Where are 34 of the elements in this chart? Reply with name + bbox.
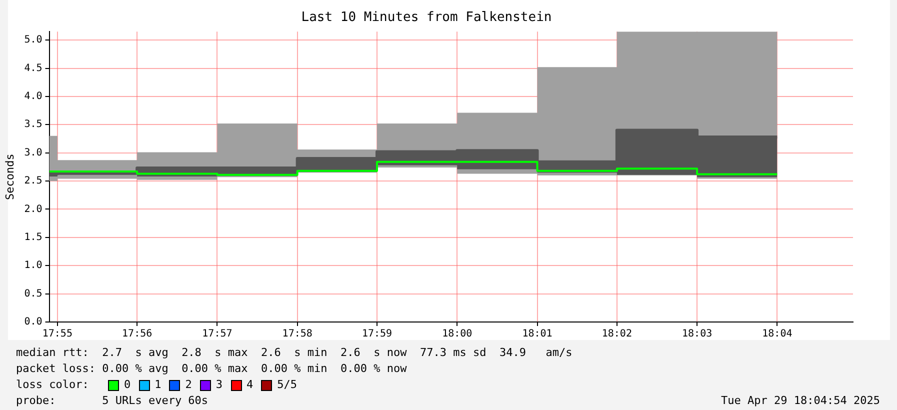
x-tick-label: 18:00: [442, 328, 472, 340]
y-tick-label: 4.5: [24, 62, 42, 74]
y-tick-label: 1.5: [24, 232, 42, 244]
text: 4: [246, 377, 254, 393]
text: loss color:: [16, 377, 90, 393]
x-tick-label: 18:04: [762, 328, 792, 340]
y-tick-label: 1.0: [24, 260, 42, 272]
x-tick-label: 18:01: [522, 328, 552, 340]
x-tick-label: 17:55: [42, 328, 72, 340]
text: 2: [185, 377, 192, 393]
y-tick-label: 0.0: [24, 316, 42, 328]
text: median rtt: 2.7 s avg 2.8 s max 2.6 s min 2.6 s now 77.3 ms sd 34.9 am/s: [16, 345, 574, 361]
y-tick-label: 3.0: [24, 147, 42, 158]
x-tick-label: 17:59: [362, 328, 392, 340]
y-tick-label: 2.0: [24, 204, 42, 215]
y-tick-label: 3.5: [24, 119, 42, 130]
text: 3: [216, 377, 222, 393]
y-tick-label: 5.0: [24, 34, 42, 46]
y-axis-title: Seconds: [3, 154, 16, 200]
x-tick-label: 18:02: [602, 328, 632, 340]
x-tick-label: 17:57: [202, 328, 232, 340]
x-tick-label: 18:03: [682, 328, 712, 340]
y-tick-label: 2.5: [24, 176, 42, 187]
y-tick-label: 0.5: [24, 288, 42, 300]
text: probe: 5 URLs every 60s: [16, 394, 208, 407]
text: Tue Apr 29 18:04:54 2025: [721, 393, 880, 409]
y-tick-label: 4.0: [24, 91, 42, 102]
text: packet loss: 0.00 % avg 0.00 % max 0.00 % min 0.00 % now: [16, 361, 408, 377]
x-tick-label: 17:56: [122, 328, 152, 340]
text: 5/5: [277, 377, 297, 393]
text: 1: [154, 377, 162, 393]
chart-title: Last 10 Minutes from Falkenstein: [301, 10, 552, 26]
text: 0: [124, 377, 131, 393]
x-tick-label: 17:58: [282, 328, 312, 340]
